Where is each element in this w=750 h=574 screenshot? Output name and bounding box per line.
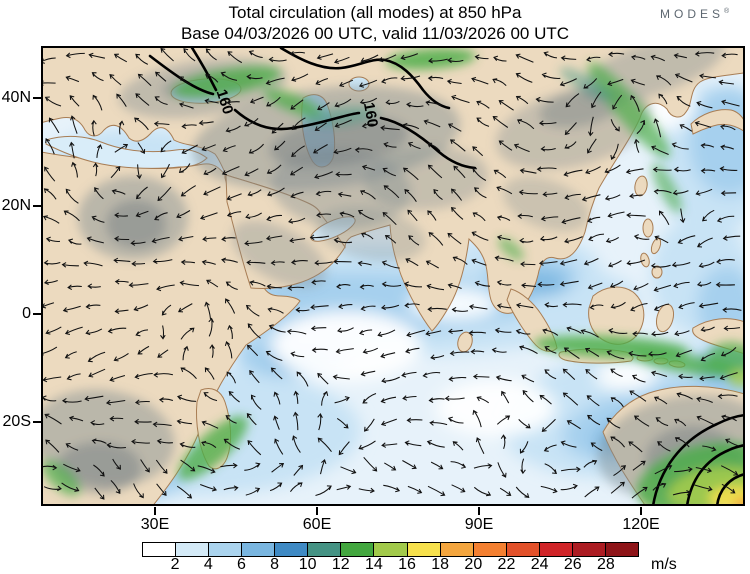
modes-logo-mark: ® <box>724 8 730 15</box>
colorbar-tick-label: 18 <box>431 556 450 573</box>
lon-tick-mark <box>478 507 480 515</box>
wind-vector-field <box>41 47 742 500</box>
colorbar-tick-label: 28 <box>596 556 615 573</box>
colorbar-tick-label: 24 <box>530 556 549 573</box>
colorbar-tick-label: 26 <box>563 556 582 573</box>
lon-tick-mark <box>154 507 156 515</box>
lat-tick-label: 20S <box>2 413 31 430</box>
colorbar-tick-label: 14 <box>365 556 383 573</box>
island-philippines-4 <box>651 265 663 279</box>
contour-arc-se-2 <box>685 443 745 506</box>
lon-tick-label: 30E <box>140 516 170 533</box>
contour-arc-se-3 <box>715 472 745 506</box>
contour-160-branch-north <box>279 46 451 110</box>
colorbar <box>142 542 639 557</box>
colorbar-cell <box>406 543 440 556</box>
contour-label-160-west: 160 <box>213 87 237 116</box>
colorbar-cell <box>472 543 506 556</box>
colorbar-cell <box>439 543 473 556</box>
chart-title: Total circulation (all modes) at 850 hPa… <box>0 2 750 44</box>
lat-tick-mark <box>33 313 41 315</box>
colorbar-tick-label: 16 <box>398 556 416 573</box>
lon-tick-label: 90E <box>464 516 494 533</box>
contour-arc-se-1 <box>651 413 745 506</box>
colorbar-tick-label: 10 <box>298 556 317 573</box>
colorbar-cell <box>340 543 374 556</box>
colorbar-tick-label: 12 <box>331 556 350 573</box>
map-plot: 160 160 <box>41 46 745 506</box>
chart-title-line2: Base 04/03/2026 00 UTC, valid 11/03/2026… <box>180 24 570 43</box>
lon-tick-label: 120E <box>622 516 660 533</box>
colorbar-tick-label: 22 <box>497 556 516 573</box>
lon-tick-label: 60E <box>302 516 332 533</box>
lat-tick-mark <box>33 205 41 207</box>
colorbar-tick-label: 4 <box>203 556 213 573</box>
colorbar-cell <box>143 543 176 556</box>
lon-tick-mark <box>316 507 318 515</box>
colorbar-tick-label: 2 <box>170 556 180 573</box>
colorbar-cell <box>505 543 539 556</box>
colorbar-cell <box>307 543 341 556</box>
modes-logo-text: MODES <box>660 7 725 21</box>
contour-label-160-east: 160 <box>360 101 381 129</box>
colorbar-cell <box>274 543 308 556</box>
colorbar-unit: m/s <box>651 556 677 573</box>
island-borneo <box>588 286 645 345</box>
modes-logo: MODES® <box>660 7 729 21</box>
island-philippines-1 <box>642 218 654 238</box>
lat-tick-label: 20N <box>1 197 31 214</box>
lat-tick-label: 40N <box>1 89 31 106</box>
island-japan <box>690 109 745 135</box>
lat-tick-mark <box>33 421 41 423</box>
contour-160-branch-west <box>189 46 218 92</box>
colorbar-cell <box>571 543 605 556</box>
chart-title-line1: Total circulation (all modes) at 850 hPa <box>228 3 522 22</box>
colorbar-tick-label: 20 <box>464 556 483 573</box>
colorbar-tick-label: 8 <box>270 556 279 573</box>
lat-tick-mark <box>33 97 41 99</box>
lat-tick-label: 0 <box>22 305 31 322</box>
island-taiwan <box>634 175 648 197</box>
colorbar-cell <box>538 543 572 556</box>
colorbar-tick-label: 6 <box>236 556 246 573</box>
colorbar-cell <box>208 543 242 556</box>
colorbar-cell <box>175 543 209 556</box>
lon-tick-mark <box>640 507 642 515</box>
colorbar-cell <box>604 543 638 556</box>
map-frame <box>41 46 745 506</box>
colorbar-cell <box>241 543 275 556</box>
colorbar-cell <box>373 543 407 556</box>
